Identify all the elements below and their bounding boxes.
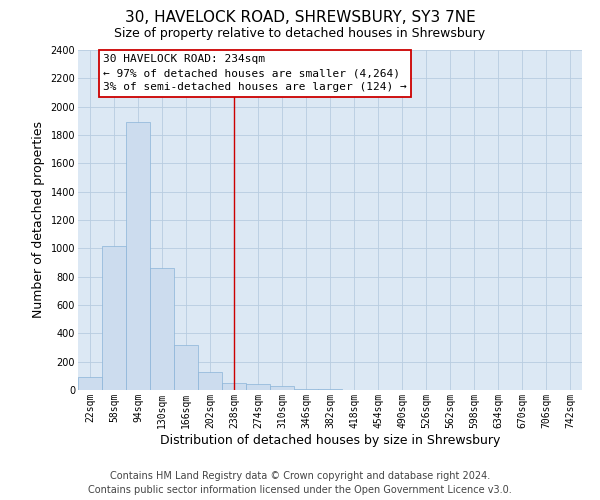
Text: Size of property relative to detached houses in Shrewsbury: Size of property relative to detached ho… [115, 28, 485, 40]
Bar [294, 388, 318, 390]
Bar [78, 378, 102, 390]
Bar [246, 384, 270, 390]
Bar [174, 344, 198, 390]
Bar [222, 383, 246, 390]
Bar [270, 386, 294, 390]
Text: Contains HM Land Registry data © Crown copyright and database right 2024.
Contai: Contains HM Land Registry data © Crown c… [88, 471, 512, 495]
Bar [126, 122, 150, 390]
Y-axis label: Number of detached properties: Number of detached properties [32, 122, 45, 318]
Bar [198, 372, 222, 390]
Bar [150, 268, 174, 390]
Text: 30, HAVELOCK ROAD, SHREWSBURY, SY3 7NE: 30, HAVELOCK ROAD, SHREWSBURY, SY3 7NE [125, 10, 475, 25]
X-axis label: Distribution of detached houses by size in Shrewsbury: Distribution of detached houses by size … [160, 434, 500, 446]
Bar [102, 246, 126, 390]
Text: 30 HAVELOCK ROAD: 234sqm
← 97% of detached houses are smaller (4,264)
3% of semi: 30 HAVELOCK ROAD: 234sqm ← 97% of detach… [103, 54, 407, 92]
Bar [318, 388, 342, 390]
